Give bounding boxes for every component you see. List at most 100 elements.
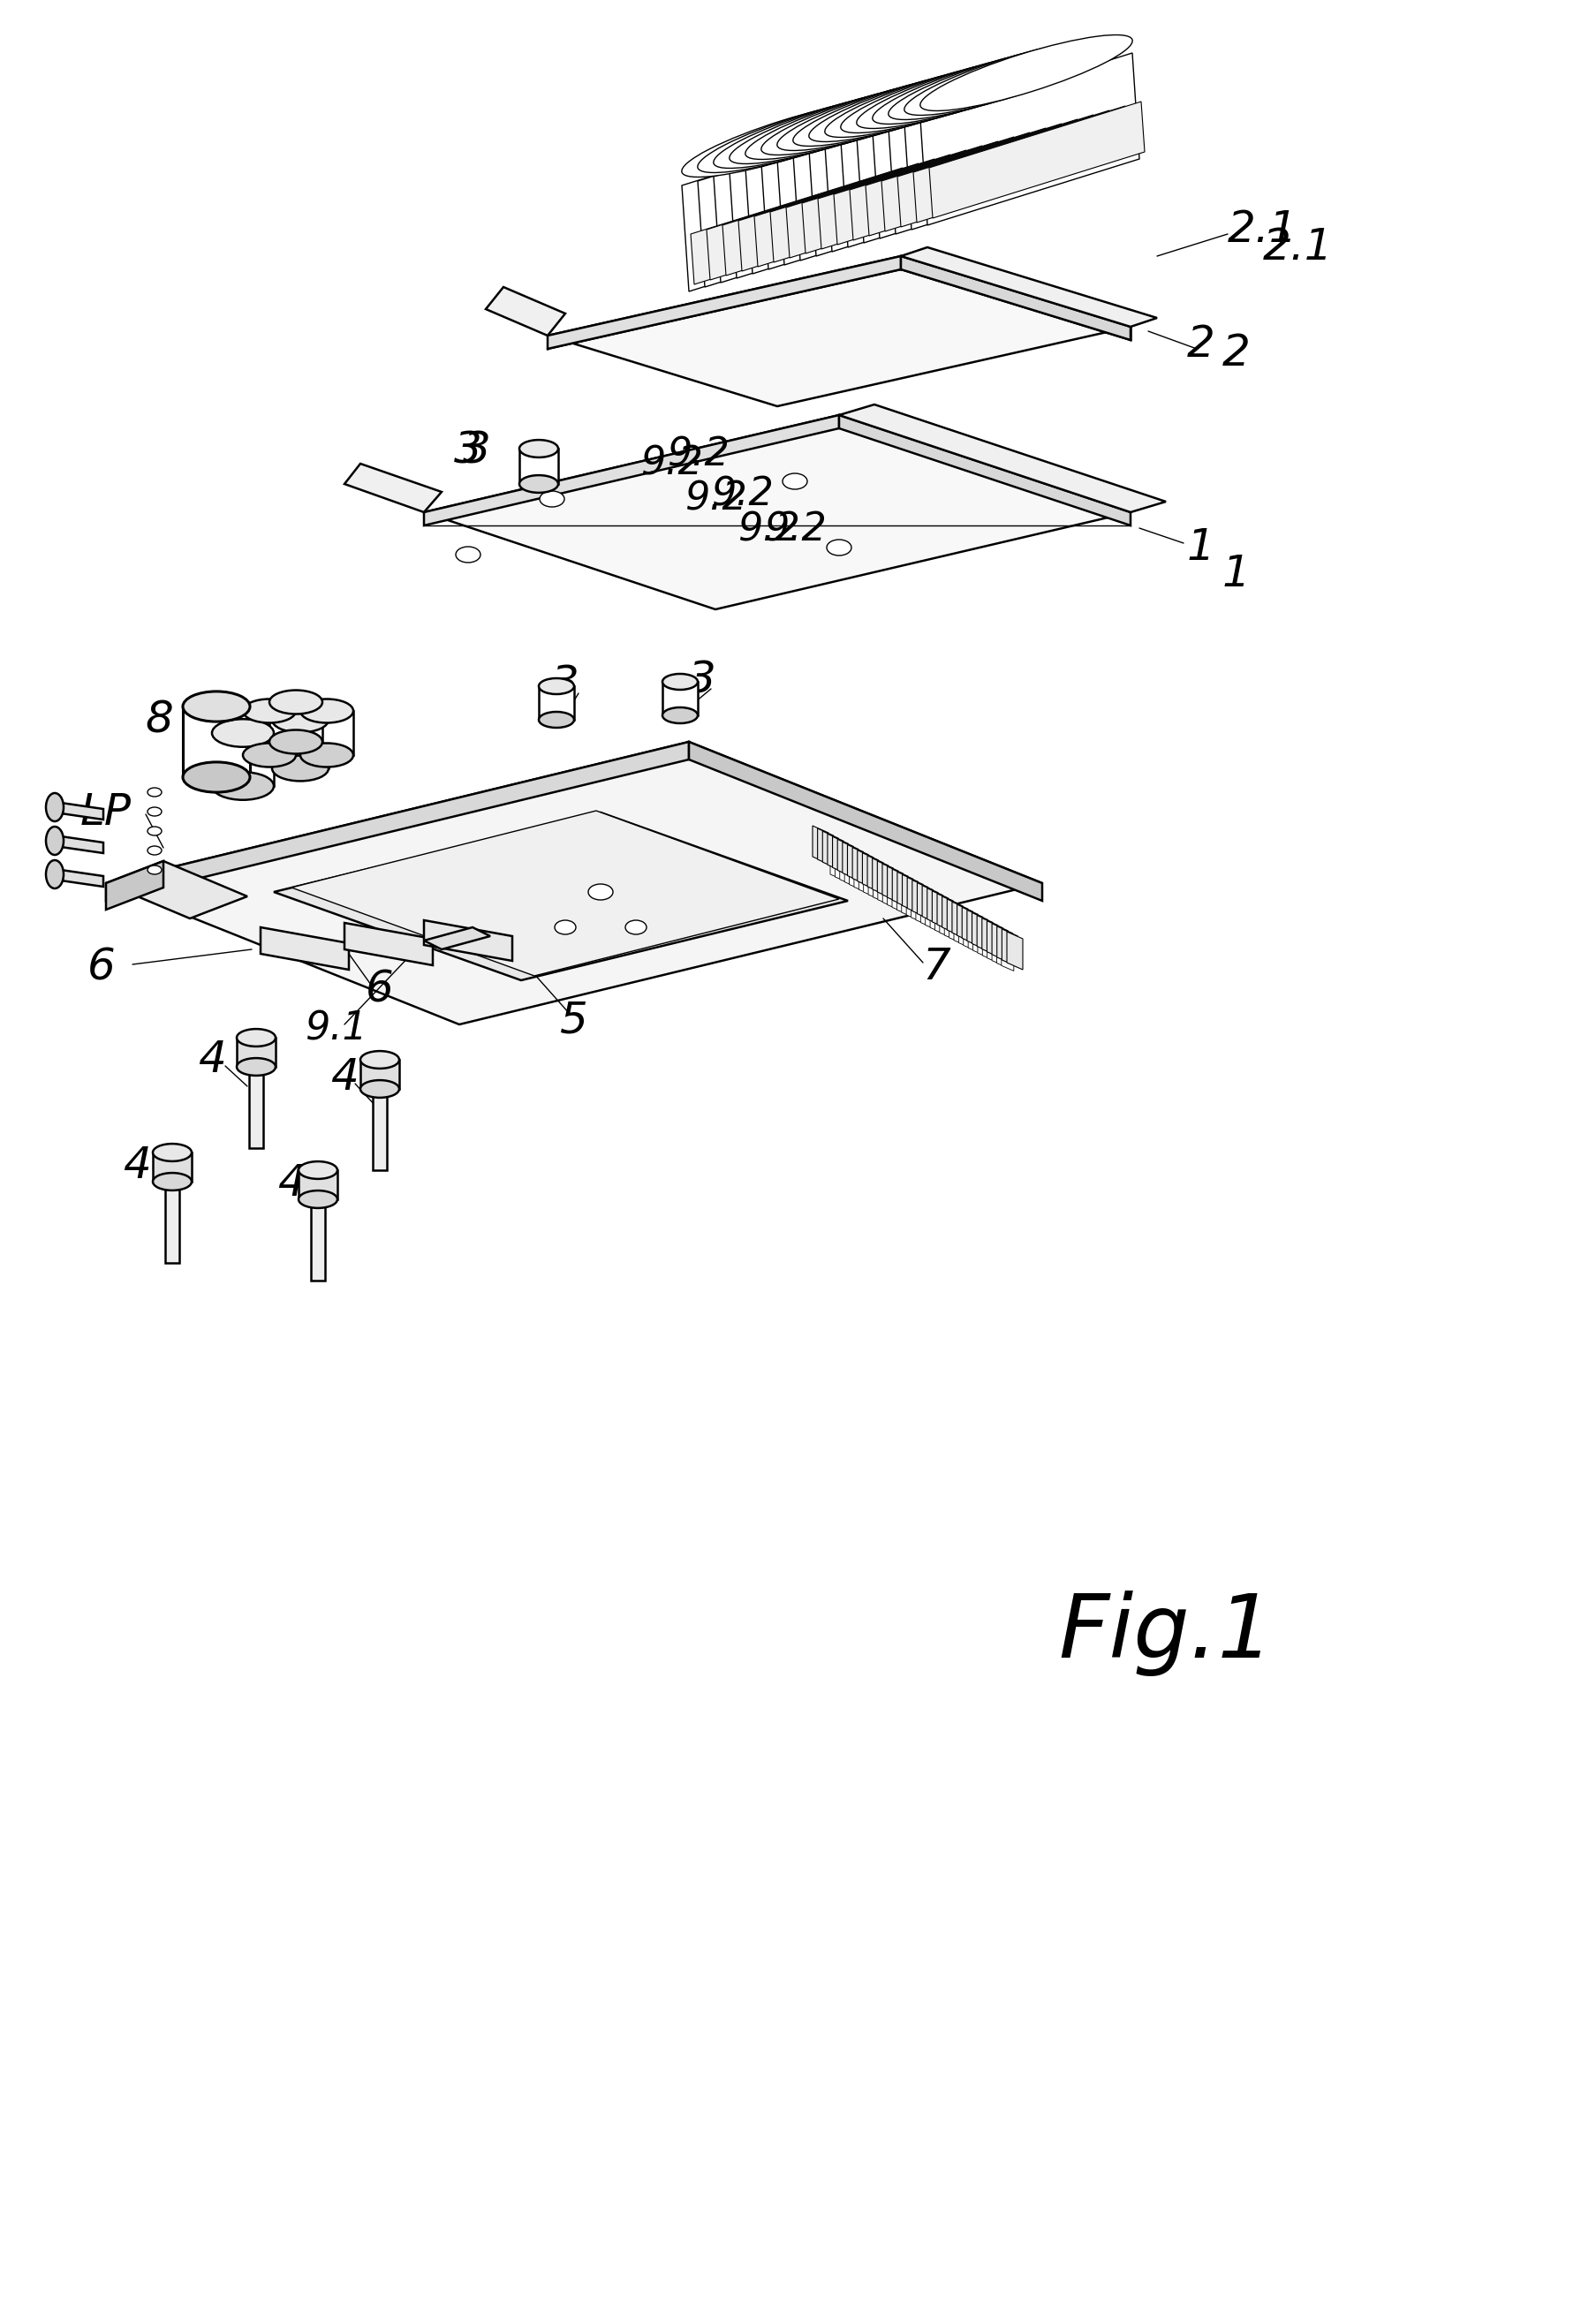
Polygon shape <box>883 864 897 901</box>
Polygon shape <box>878 876 889 906</box>
Polygon shape <box>916 894 927 924</box>
Text: 6: 6 <box>88 945 115 989</box>
Ellipse shape <box>147 827 161 834</box>
Polygon shape <box>345 922 433 966</box>
Ellipse shape <box>855 53 1068 129</box>
Ellipse shape <box>626 920 646 934</box>
Polygon shape <box>942 897 958 934</box>
Polygon shape <box>854 862 867 892</box>
Polygon shape <box>934 906 946 936</box>
Polygon shape <box>951 901 967 940</box>
Polygon shape <box>991 936 1004 966</box>
Ellipse shape <box>761 78 974 154</box>
Polygon shape <box>996 938 1009 968</box>
Ellipse shape <box>729 88 942 164</box>
Text: 2.1: 2.1 <box>1227 207 1298 251</box>
Polygon shape <box>298 1171 337 1199</box>
Polygon shape <box>946 899 962 938</box>
Polygon shape <box>902 874 918 913</box>
Polygon shape <box>900 256 1130 341</box>
Polygon shape <box>423 415 1130 609</box>
Polygon shape <box>745 101 964 274</box>
Ellipse shape <box>554 920 576 934</box>
Polygon shape <box>105 742 1042 1023</box>
Polygon shape <box>838 415 1130 526</box>
Polygon shape <box>871 857 887 897</box>
Polygon shape <box>873 871 884 904</box>
Polygon shape <box>962 920 975 950</box>
Polygon shape <box>857 851 873 887</box>
Ellipse shape <box>824 62 1036 138</box>
Polygon shape <box>729 106 948 279</box>
Polygon shape <box>883 878 894 908</box>
Polygon shape <box>793 88 1012 260</box>
Polygon shape <box>967 910 983 947</box>
Polygon shape <box>737 154 953 272</box>
Ellipse shape <box>519 475 559 493</box>
Polygon shape <box>249 1067 263 1148</box>
Text: 9.2: 9.2 <box>683 479 747 519</box>
Text: 4: 4 <box>330 1056 359 1099</box>
Text: 9.2: 9.2 <box>666 436 729 475</box>
Polygon shape <box>892 869 908 908</box>
Text: 3: 3 <box>463 429 490 473</box>
Ellipse shape <box>713 92 926 168</box>
Ellipse shape <box>182 692 251 721</box>
Text: 5: 5 <box>560 998 587 1042</box>
Text: 4: 4 <box>278 1162 305 1206</box>
Polygon shape <box>423 927 490 950</box>
Polygon shape <box>832 837 847 874</box>
Ellipse shape <box>839 58 1052 134</box>
Polygon shape <box>859 864 871 894</box>
Polygon shape <box>830 851 843 881</box>
Ellipse shape <box>745 83 958 159</box>
Polygon shape <box>876 862 892 899</box>
Polygon shape <box>929 101 1144 219</box>
Polygon shape <box>423 415 838 526</box>
Text: 3: 3 <box>688 659 717 701</box>
Polygon shape <box>769 145 985 263</box>
Polygon shape <box>801 136 1017 254</box>
Polygon shape <box>897 871 913 910</box>
Polygon shape <box>753 150 969 267</box>
Polygon shape <box>817 131 1033 249</box>
Polygon shape <box>705 164 921 279</box>
Polygon shape <box>991 924 1007 961</box>
Ellipse shape <box>539 491 563 507</box>
Polygon shape <box>777 92 996 265</box>
Polygon shape <box>713 111 932 284</box>
Ellipse shape <box>236 1058 276 1076</box>
Polygon shape <box>485 288 565 337</box>
Text: 4: 4 <box>198 1040 227 1081</box>
Polygon shape <box>907 878 922 915</box>
Polygon shape <box>932 892 948 929</box>
Ellipse shape <box>147 788 161 798</box>
Polygon shape <box>943 910 956 940</box>
Polygon shape <box>423 920 512 961</box>
Polygon shape <box>300 710 353 756</box>
Polygon shape <box>839 855 852 885</box>
Polygon shape <box>887 881 899 910</box>
Polygon shape <box>986 920 1002 959</box>
Ellipse shape <box>777 74 990 150</box>
Polygon shape <box>844 857 857 887</box>
Ellipse shape <box>662 708 697 724</box>
Polygon shape <box>996 927 1012 963</box>
Polygon shape <box>662 682 697 715</box>
Polygon shape <box>924 901 937 931</box>
Polygon shape <box>953 915 966 945</box>
Text: LP: LP <box>80 791 131 834</box>
Ellipse shape <box>298 1192 337 1208</box>
Polygon shape <box>911 881 927 917</box>
Ellipse shape <box>903 39 1116 115</box>
Text: 1: 1 <box>1186 526 1215 569</box>
Polygon shape <box>982 917 998 957</box>
Polygon shape <box>1007 931 1021 970</box>
Ellipse shape <box>212 772 273 800</box>
Text: 7: 7 <box>921 945 950 989</box>
Polygon shape <box>547 256 1130 406</box>
Polygon shape <box>958 917 970 947</box>
Polygon shape <box>986 934 999 963</box>
Polygon shape <box>948 913 961 943</box>
Polygon shape <box>972 913 988 950</box>
